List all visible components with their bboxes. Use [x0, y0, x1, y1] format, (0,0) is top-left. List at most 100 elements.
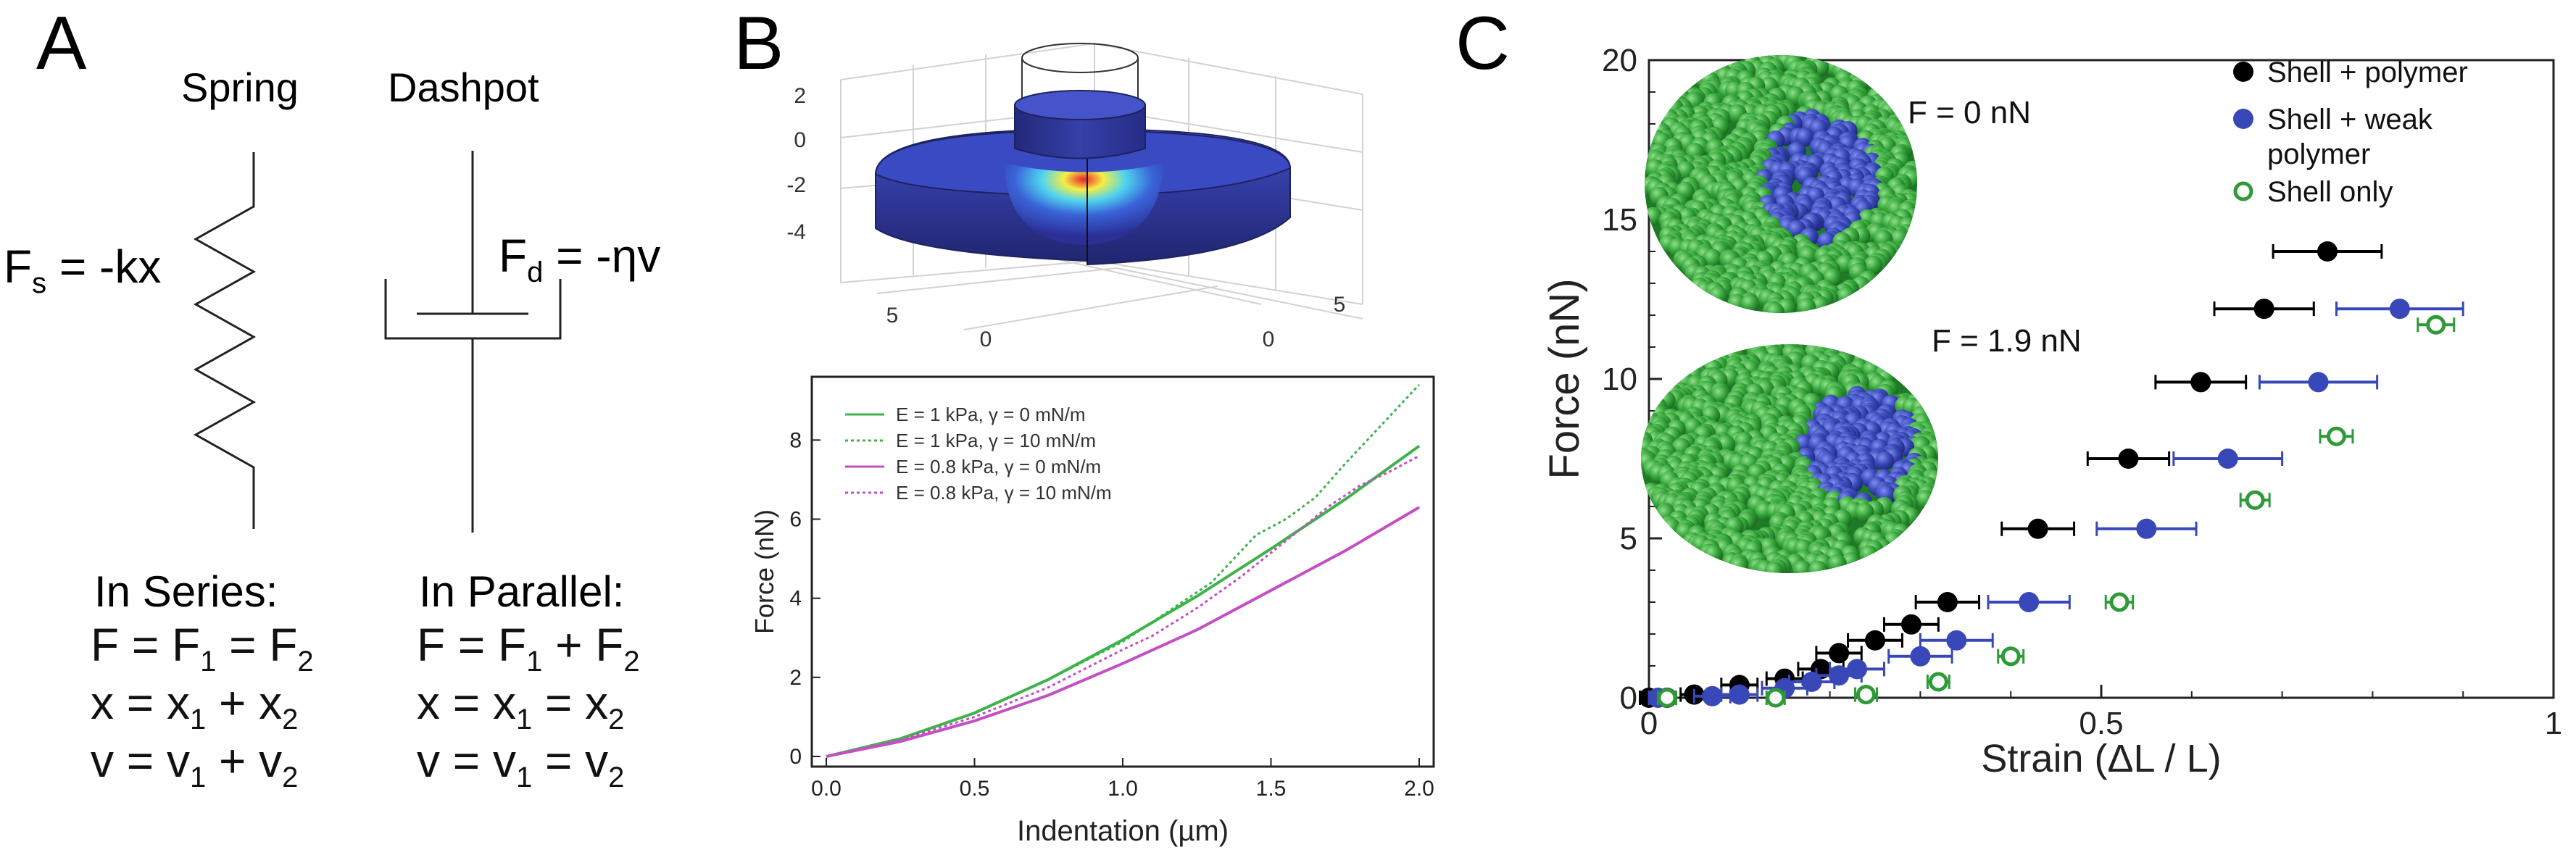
snapshot-label-unloaded: F = 0 nN [1908, 95, 2031, 130]
y-tick-label: 2 [789, 666, 802, 690]
shell-bead [1765, 302, 1784, 313]
legend-label: E = 0.8 kPa, γ = 10 mN/m [896, 482, 1112, 504]
shell-bead [1797, 298, 1816, 313]
shell-bead [1740, 294, 1760, 313]
x-tick-label: 0.5 [2079, 706, 2123, 741]
snapshot-label-loaded: F = 1.9 nN [1932, 323, 2082, 359]
data-point [2019, 592, 2040, 612]
data-point [2109, 592, 2130, 612]
x-tick-label: 0 [1640, 706, 1658, 741]
shell-bead [1729, 556, 1748, 573]
spring-force-equation: Fs = -kx [4, 241, 161, 299]
equation-line: x = x1 + x2 [91, 677, 298, 735]
series-heading: In Series: [94, 567, 278, 616]
legend-label: E = 0.8 kPa, γ = 0 mN/m [896, 456, 1101, 477]
y-tick-label: 10 [1602, 362, 1637, 397]
shell-bead [1836, 286, 1856, 306]
x-tick-label: 1 [2545, 706, 2562, 741]
data-point [2245, 490, 2265, 510]
data-point [2253, 299, 2274, 320]
series-line-2 [826, 383, 1421, 758]
data-point [2027, 518, 2048, 539]
shell-bead [1864, 256, 1883, 275]
chart-b-plot-area [810, 375, 1435, 768]
data-point [1766, 688, 1786, 708]
y-tick-label: 4 [789, 587, 802, 611]
data-point [1729, 684, 1750, 705]
panel-c-letter: C [1455, 1, 1510, 86]
data-point [1937, 592, 1958, 612]
dashpot-label: Dashpot [388, 64, 539, 110]
shell-bead [1916, 490, 1935, 509]
z-tick-label: -4 [786, 220, 806, 244]
right-tick-label: 0 [1263, 328, 1275, 351]
snapshot-loaded [1641, 344, 1938, 573]
polymer-bead [1875, 451, 1895, 470]
z-tick-label: -2 [786, 173, 806, 197]
x-tick-label: 1.5 [1256, 777, 1287, 801]
y-tick-label: 8 [789, 428, 802, 452]
data-point [2426, 314, 2446, 335]
x-tick-label: 0.0 [811, 777, 842, 801]
chart-c-ylabel: Force (nN) [1541, 278, 1588, 479]
legend-label: E = 1 kPa, γ = 10 mN/m [896, 430, 1096, 451]
shell-bead [1855, 502, 1874, 522]
indenter-top [1014, 90, 1146, 120]
data-point [1946, 630, 1967, 651]
y-tick-label: 0 [1620, 680, 1637, 716]
data-point [2389, 299, 2410, 320]
equation-line: x = x1 = x2 [417, 677, 624, 735]
snapshot-unloaded [1645, 55, 1917, 313]
shell-bead [1827, 554, 1847, 573]
data-point [1865, 630, 1885, 651]
equation-line: v = v1 + v2 [91, 735, 298, 793]
shell-bead [1792, 560, 1812, 573]
shell-bead [1708, 285, 1728, 305]
legend-label: Shell + weak polymer [2267, 104, 2433, 170]
data-point [1829, 643, 1850, 664]
stress-heatmap [1004, 163, 1163, 245]
series-line-4 [826, 454, 1420, 758]
data-point [1910, 646, 1931, 667]
y-tick-label: 15 [1602, 202, 1637, 238]
chart-b-series [826, 383, 1421, 758]
indentation-chart: 0.0 0.5 1.0 1.5 2.0 0 2 4 6 8 E = 1 kPa, γ = 0 mN… [749, 375, 1435, 847]
data-point [2326, 426, 2346, 446]
data-point [2190, 372, 2211, 393]
legend-marker [2233, 62, 2253, 82]
data-point [2317, 241, 2338, 262]
right-tick-label: 5 [1334, 293, 1346, 317]
equation-line: v = v1 = v2 [417, 735, 624, 793]
panel-b: B 2 0 -2 -4 5 0 [734, 1, 1363, 351]
data-point [2308, 372, 2329, 393]
shell-bead [1808, 560, 1828, 573]
data-point [2217, 449, 2238, 469]
shell-bead [1703, 544, 1723, 564]
dashpot-symbol [384, 151, 562, 533]
y-tick-label: 6 [789, 508, 802, 532]
series-line-1 [826, 444, 1421, 758]
y-tick-label: 5 [1620, 521, 1637, 556]
data-point [1900, 614, 1921, 635]
series-equations: F = F1 = F2x = x1 + x2v = v1 + v2 [91, 619, 314, 793]
data-point [2118, 449, 2139, 469]
equation-line: F = F1 + F2 [417, 619, 640, 677]
chart-b-axes: 0.0 0.5 1.0 1.5 2.0 0 2 4 6 8 [789, 428, 1434, 801]
legend-label: Shell only [2267, 176, 2393, 208]
x-tick-label: 0.5 [960, 777, 990, 801]
spring-symbol [193, 152, 257, 529]
left-tick-label: 5 [886, 304, 899, 328]
legend-marker [2233, 181, 2253, 201]
chart-b-xlabel: Indentation (µm) [1017, 815, 1229, 847]
x-tick-label: 1.0 [1108, 777, 1138, 801]
chart-b-legend: E = 1 kPa, γ = 0 mN/m E = 1 kPa, γ = 10 m… [845, 404, 1112, 504]
data-point [2136, 518, 2157, 539]
spring-label: Spring [181, 64, 299, 110]
substrate-top [874, 129, 1292, 197]
legend-label: Shell + polymer [2267, 57, 2468, 88]
panel-a-letter: A [36, 1, 87, 86]
parallel-heading: In Parallel: [419, 567, 624, 616]
